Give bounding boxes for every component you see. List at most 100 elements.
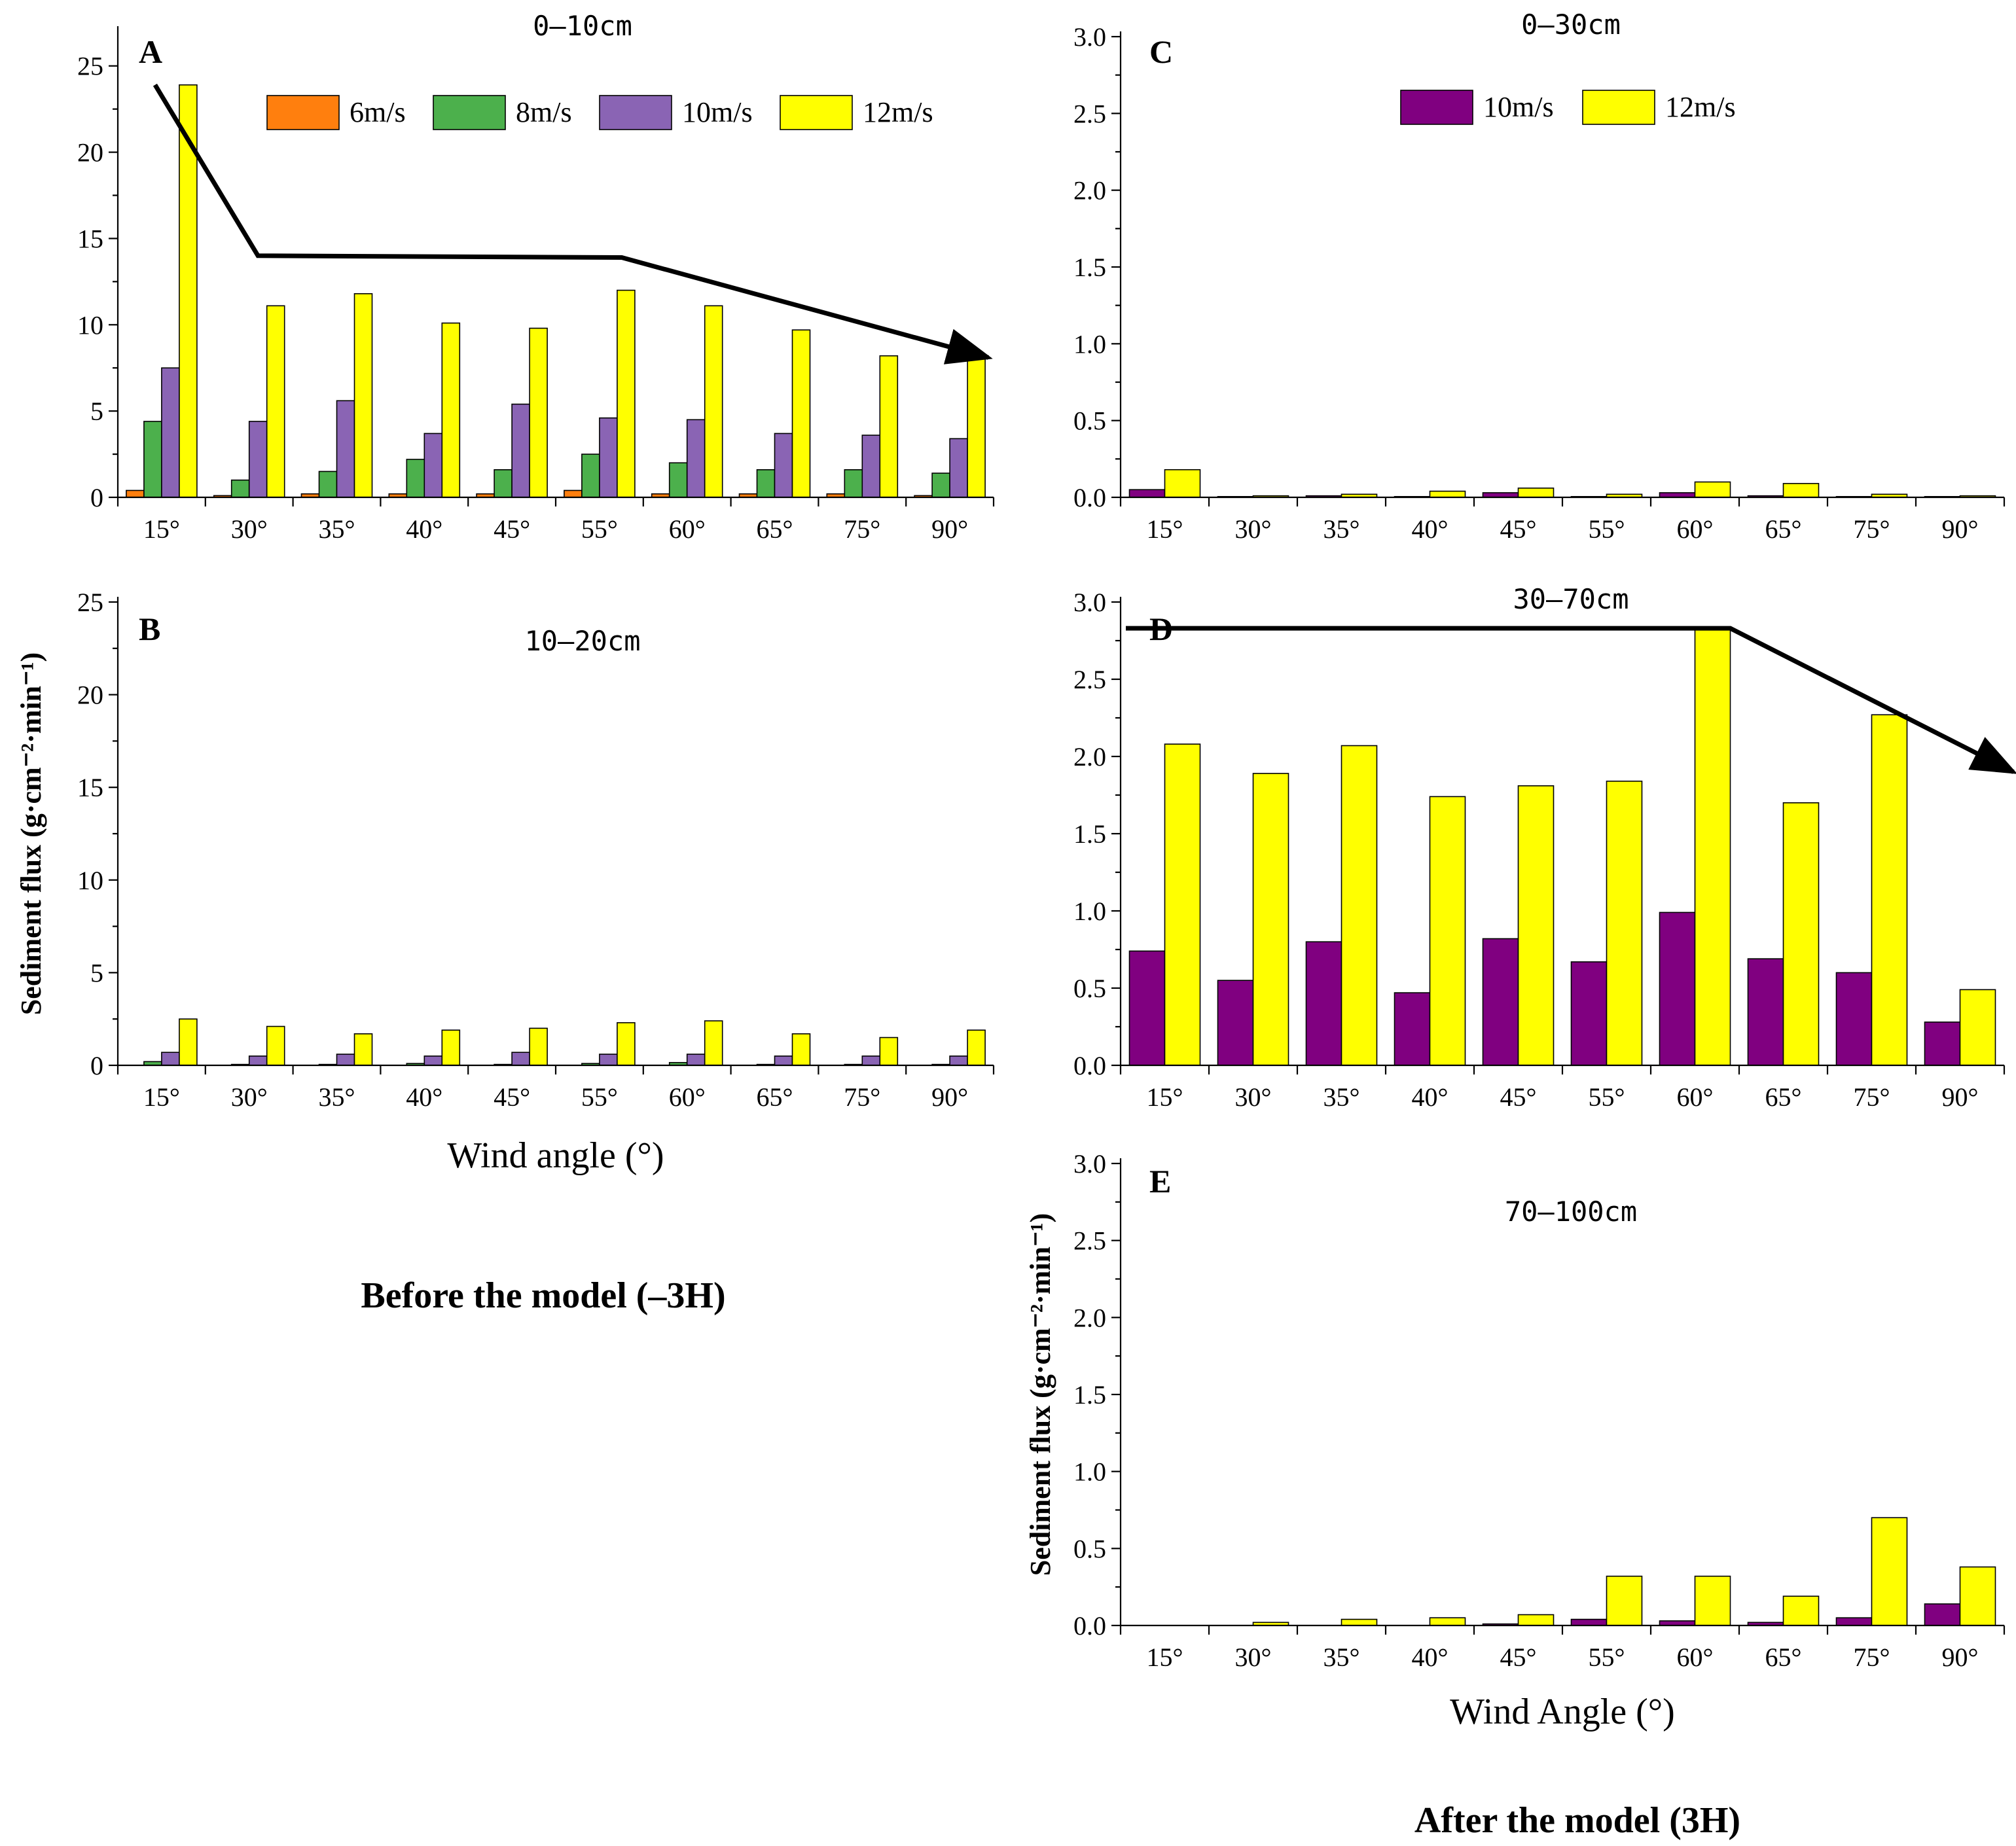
bar-b-10ms-1 xyxy=(248,1056,268,1066)
y-tick-label-c: 2.5 xyxy=(1073,99,1106,128)
x-tick-label-c: 55° xyxy=(1589,514,1625,544)
bar-b-12ms-0 xyxy=(179,1018,198,1066)
x-tick-label-a: 30° xyxy=(231,514,268,544)
bar-b-12ms-6 xyxy=(704,1020,723,1066)
y-tick-label-e: 0.5 xyxy=(1073,1534,1106,1563)
bar-d-10ms-9 xyxy=(1924,1021,1961,1066)
x-tick-label-c: 60° xyxy=(1677,514,1714,544)
x-tick-label-b: 55° xyxy=(581,1082,618,1112)
y-tick-label-d: 0.0 xyxy=(1073,1051,1106,1080)
bar-a-8ms-3 xyxy=(406,459,425,498)
y-tick-label-a: 20 xyxy=(77,138,103,168)
bar-b-12ms-4 xyxy=(529,1027,548,1066)
y-tick-label-e: 1.0 xyxy=(1073,1457,1106,1487)
bar-b-10ms-2 xyxy=(336,1054,355,1066)
bar-b-12ms-9 xyxy=(967,1029,986,1066)
bar-b-10ms-9 xyxy=(949,1056,968,1066)
bar-a-8ms-7 xyxy=(756,469,776,498)
x-tick-label-e: 35° xyxy=(1323,1642,1360,1672)
panel-c: 0.0 0.5 1.0 1.5 2.0 2.5 3.0 15° 30° 35° 40° 45° 55° 6… xyxy=(1073,9,2006,544)
bar-c-12ms-6 xyxy=(1694,481,1731,498)
y-tick-label-e: 2.5 xyxy=(1073,1226,1106,1256)
y-tick-label-e: 2.0 xyxy=(1073,1303,1106,1332)
bar-a-8ms-6 xyxy=(668,462,688,498)
bar-b-10ms-4 xyxy=(511,1052,530,1066)
x-tick-label-d: 55° xyxy=(1589,1082,1625,1112)
bar-e-12ms-5 xyxy=(1606,1575,1643,1626)
bar-e-10ms-8 xyxy=(1835,1617,1873,1626)
bar-b-12ms-2 xyxy=(353,1033,373,1066)
legend-label-6ms: 6m/s xyxy=(350,96,406,128)
x-axis-label-b: Wind angle (°) xyxy=(447,1135,664,1176)
bar-a-10ms-6 xyxy=(686,419,706,498)
y-tick-label-c: 0.5 xyxy=(1073,406,1106,436)
panel-b: 0 5 10 15 20 25 15° 30° 35° 40° 45° 55° 60° 65° 75° 90°… xyxy=(15,588,995,1176)
x-tick-label-a: 65° xyxy=(757,514,793,544)
bar-c-12ms-7 xyxy=(1782,483,1820,498)
bar-a-10ms-1 xyxy=(248,421,268,498)
bar-d-12ms-3 xyxy=(1429,796,1466,1066)
x-tick-label-b: 75° xyxy=(844,1082,880,1112)
legend-swatch-10ms xyxy=(1400,90,1473,125)
x-tick-label-c: 45° xyxy=(1500,514,1537,544)
x-tick-label-e: 15° xyxy=(1147,1642,1183,1672)
x-tick-label-c: 90° xyxy=(1942,514,1979,544)
y-tick-label-a: 25 xyxy=(77,52,103,81)
bar-e-12ms-8 xyxy=(1871,1517,1908,1626)
bar-a-12ms-2 xyxy=(353,293,373,498)
y-tick-label-d: 2.0 xyxy=(1073,742,1106,772)
x-tick-label-d: 75° xyxy=(1854,1082,1890,1112)
bar-a-8ms-5 xyxy=(581,453,600,498)
x-tick-label-e: 60° xyxy=(1677,1642,1714,1672)
bar-d-10ms-8 xyxy=(1835,972,1873,1066)
legend-swatch-10ms xyxy=(599,95,672,130)
x-tick-label-e: 65° xyxy=(1765,1642,1802,1672)
height-range-label-c: 0—30cm xyxy=(1521,9,1621,41)
bar-d-12ms-4 xyxy=(1517,785,1555,1066)
bar-b-12ms-7 xyxy=(791,1033,811,1066)
y-tick-label-d: 1.5 xyxy=(1073,819,1106,849)
bar-a-12ms-8 xyxy=(879,355,899,498)
bar-a-10ms-8 xyxy=(861,435,881,498)
x-tick-label-e: 30° xyxy=(1235,1642,1272,1672)
x-tick-label-b: 60° xyxy=(669,1082,706,1112)
x-tick-label-d: 45° xyxy=(1500,1082,1537,1112)
bar-b-10ms-5 xyxy=(599,1054,618,1066)
bar-a-12ms-1 xyxy=(266,305,285,498)
bar-e-12ms-2 xyxy=(1341,1618,1378,1626)
bar-a-12ms-4 xyxy=(529,327,548,498)
legend-label-10ms: 10m/s xyxy=(682,96,753,128)
y-tick-label-d: 0.5 xyxy=(1073,974,1106,1003)
bar-a-8ms-8 xyxy=(844,469,863,498)
x-tick-label-d: 90° xyxy=(1942,1082,1979,1112)
y-axis-label-b: Sediment flux (g·cm⁻²·min⁻¹) xyxy=(15,652,47,1015)
x-tick-label-c: 65° xyxy=(1765,514,1802,544)
y-tick-label-e: 3.0 xyxy=(1073,1149,1106,1179)
bar-a-10ms-4 xyxy=(511,403,530,498)
bar-a-10ms-9 xyxy=(949,438,968,498)
legend-swatch-6ms xyxy=(266,95,340,130)
y-tick-label-a: 10 xyxy=(77,310,103,340)
bar-d-10ms-5 xyxy=(1570,961,1608,1066)
x-tick-label-c: 35° xyxy=(1323,514,1360,544)
bar-d-12ms-8 xyxy=(1871,714,1908,1066)
bar-a-10ms-3 xyxy=(423,433,443,498)
bar-a-12ms-5 xyxy=(617,289,636,498)
y-tick-label-e: 1.5 xyxy=(1073,1380,1106,1410)
trend-arrow-d xyxy=(1126,626,2016,774)
x-tick-label-b: 30° xyxy=(231,1082,268,1112)
bar-e-12ms-9 xyxy=(1959,1566,1996,1626)
caption-after-model: After the model (3H) xyxy=(1414,1800,1740,1841)
legend-swatch-12ms xyxy=(780,95,853,130)
bar-e-12ms-6 xyxy=(1694,1575,1731,1626)
bar-c-12ms-4 xyxy=(1517,488,1555,498)
bar-d-10ms-4 xyxy=(1482,938,1519,1066)
bar-a-6ms-5 xyxy=(564,489,583,498)
y-tick-label-b: 20 xyxy=(77,681,103,710)
bar-b-10ms-3 xyxy=(423,1056,443,1066)
x-tick-label-d: 30° xyxy=(1235,1082,1272,1112)
x-tick-label-b: 90° xyxy=(931,1082,968,1112)
y-tick-label-e: 0.0 xyxy=(1073,1611,1106,1641)
bar-d-10ms-1 xyxy=(1217,980,1254,1066)
x-tick-label-d: 40° xyxy=(1412,1082,1449,1112)
